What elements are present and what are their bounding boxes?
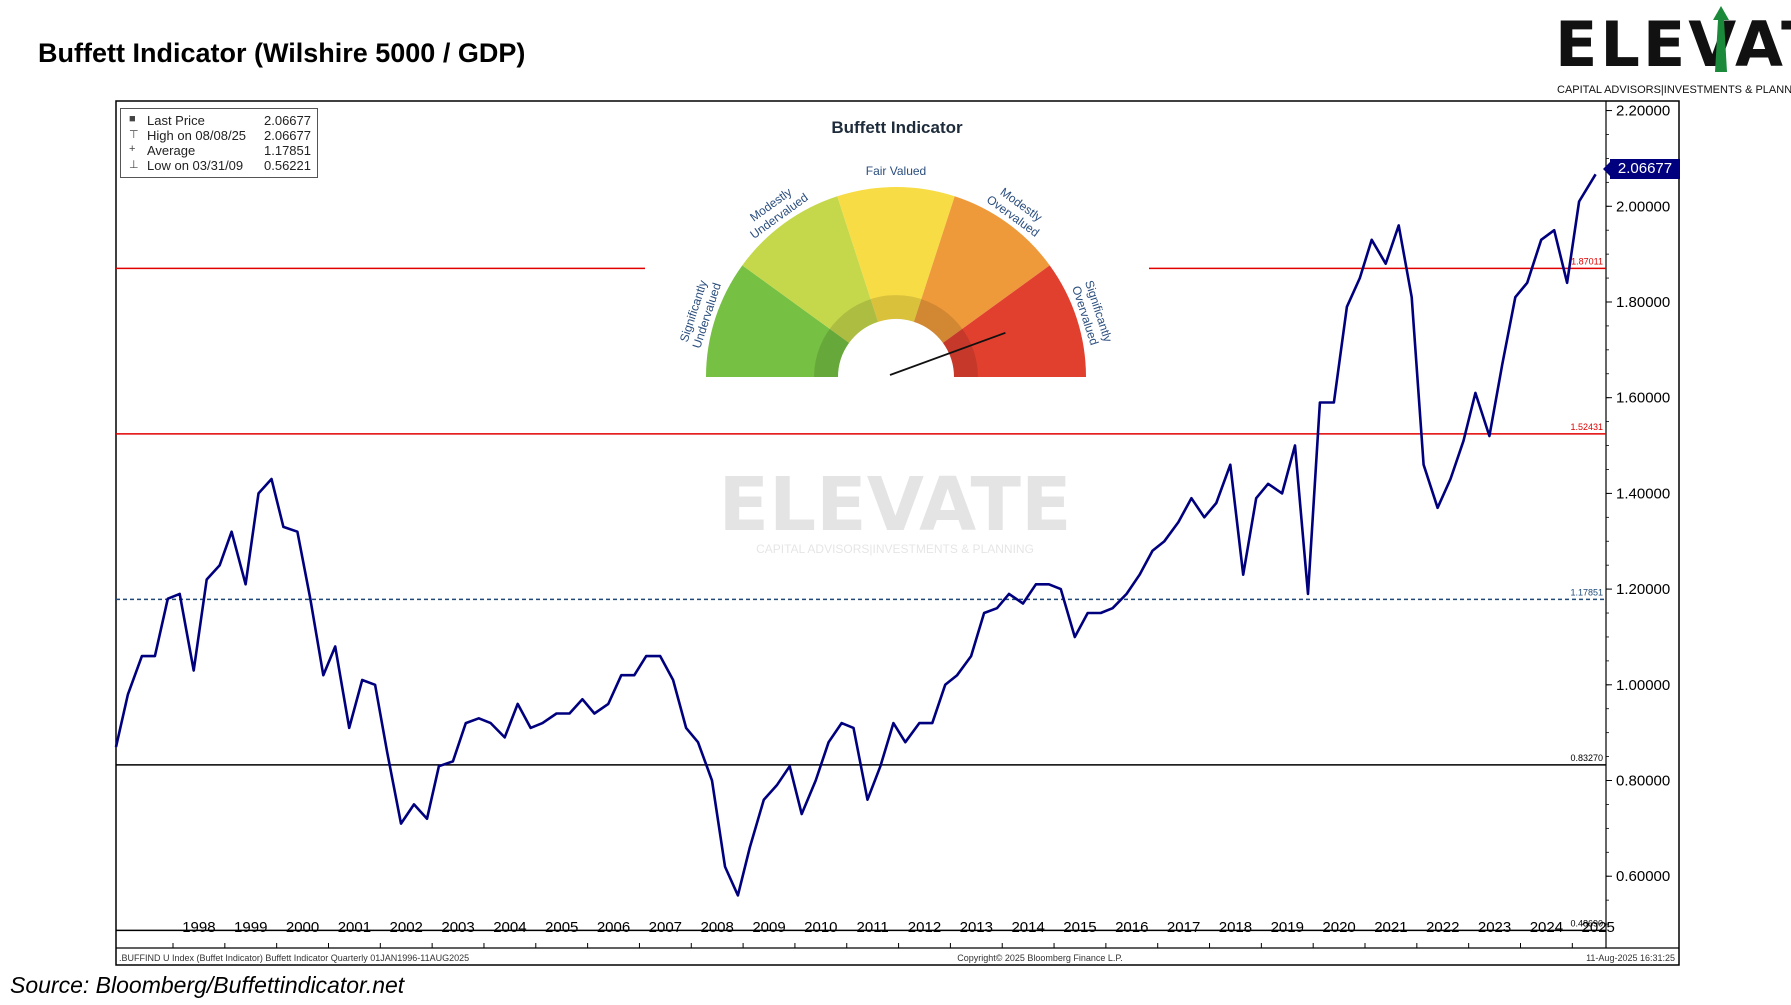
x-tick-label: 1998 xyxy=(182,919,215,936)
gauge-needle xyxy=(889,331,1006,376)
x-tick-label: 2004 xyxy=(493,919,526,936)
x-axis: 1998 1999 2000 2001 2002 2003 2004 2005 2006 2007… xyxy=(172,919,1615,948)
watermark-tagline: CAPITAL ADVISORS|INVESTMENTS & PLANNING xyxy=(756,542,1034,556)
x-tick-label: 2025 xyxy=(1582,919,1615,936)
plot-frame xyxy=(115,100,1680,966)
y-tick-label: 2.20000 xyxy=(1616,103,1670,120)
x-tick-label: 2009 xyxy=(752,919,785,936)
x-tick-label: 2008 xyxy=(700,919,733,936)
last-price-tag: 2.06677 xyxy=(1603,159,1680,179)
footer-center: Copyright© 2025 Bloomberg Finance L.P. xyxy=(957,953,1123,963)
y-tick-label: 0.60000 xyxy=(1616,868,1670,885)
watermark-word: ELEVATE xyxy=(718,462,1071,548)
y-tick-label: 1.40000 xyxy=(1616,485,1670,502)
legend-value: 0.56221 xyxy=(264,158,311,173)
y-tick-label: 0.80000 xyxy=(1616,773,1670,790)
legend-square-icon: ■ xyxy=(129,113,136,125)
x-tick-label: 2012 xyxy=(908,919,941,936)
x-tick-label: 2013 xyxy=(960,919,993,936)
series-layer xyxy=(114,173,1597,897)
x-tick-label: 2021 xyxy=(1374,919,1407,936)
gauge-segment xyxy=(706,265,850,377)
x-tick-label: 2018 xyxy=(1219,919,1252,936)
legend-value: 2.06677 xyxy=(264,128,311,143)
x-tick-label: 2020 xyxy=(1322,919,1355,936)
footer-right: 11-Aug-2025 16:31:25 xyxy=(1586,953,1675,963)
x-tick-label: 2007 xyxy=(649,919,682,936)
reference-line-label: 0.83270 xyxy=(1570,753,1603,763)
watermark: ELEVATE CAPITAL ADVISORS|INVESTMENTS & P… xyxy=(718,462,1071,556)
legend-row-last-price: ■ Last Price 2.06677 xyxy=(121,113,317,128)
x-tick-label: 2016 xyxy=(1115,919,1148,936)
legend-label: Average xyxy=(147,143,196,158)
y-tick-label: 1.60000 xyxy=(1616,390,1670,407)
x-tick-label: 2023 xyxy=(1478,919,1511,936)
x-tick-label: 2014 xyxy=(1011,919,1044,936)
legend-value: 2.06677 xyxy=(264,113,311,128)
reference-line-label: 1.87011 xyxy=(1571,256,1603,266)
legend-row-high: ⊤ High on 08/08/25 2.06677 xyxy=(121,128,317,143)
y-tick-label: 2.00000 xyxy=(1616,198,1670,215)
x-tick-label: 2019 xyxy=(1271,919,1304,936)
source-note: Source: Bloomberg/Buffettindicator.net xyxy=(10,972,405,998)
x-tick-label: 2015 xyxy=(1063,919,1096,936)
x-tick-label: 2002 xyxy=(390,919,423,936)
reference-line-label: 0.48690 xyxy=(1570,918,1603,928)
gauge-inner-ring xyxy=(814,295,978,377)
legend-label: Low on 03/31/09 xyxy=(147,158,244,173)
gauge-title: Buffett Indicator xyxy=(831,118,963,137)
y-tick-label: 1.80000 xyxy=(1616,294,1670,311)
reference-line-label: 1.17851 xyxy=(1570,587,1603,597)
page-title: Buffett Indicator (Wilshire 5000 / GDP) xyxy=(38,38,526,68)
y-tick-label: 1.20000 xyxy=(1616,581,1670,598)
y-tick-label: 1.00000 xyxy=(1616,677,1670,694)
legend-label: High on 08/08/25 xyxy=(147,128,247,143)
buffett-indicator-gauge: Buffett IndicatorSignificantlyUndervalue… xyxy=(645,109,1149,381)
x-tick-label: 2000 xyxy=(286,919,319,936)
reference-line-label: 1.52431 xyxy=(1570,422,1603,432)
x-tick-label: 2022 xyxy=(1426,919,1459,936)
legend-average-icon: + xyxy=(129,143,136,155)
x-tick-label: 2005 xyxy=(545,919,578,936)
x-tick-label: 1999 xyxy=(234,919,267,936)
elevate-logo: ELEVATE CAPITAL ADVISORS|INVESTMENTS & P… xyxy=(1555,6,1791,102)
x-tick-label: 2006 xyxy=(597,919,630,936)
x-tick-label: 2011 xyxy=(857,919,889,936)
legend-label: Last Price xyxy=(147,113,205,128)
x-tick-label: 2010 xyxy=(804,919,837,936)
x-tick-label: 2024 xyxy=(1530,919,1563,936)
legend-high-icon: ⊤ xyxy=(129,129,139,141)
legend-low-icon: ⊥ xyxy=(129,159,139,171)
legend-row-average: + Average 1.17851 xyxy=(121,143,317,158)
x-tick-label: 2001 xyxy=(338,919,371,936)
x-tick-label: 2003 xyxy=(441,919,474,936)
y-axis: 2.20000 2.00000 1.80000 1.60000 1.40000 1.200… xyxy=(1606,103,1670,925)
legend-row-low: ⊥ Low on 03/31/09 0.56221 xyxy=(121,158,317,173)
gauge-segment xyxy=(742,196,879,343)
logo-arrow-icon xyxy=(1713,6,1729,72)
gauge-segment xyxy=(913,196,1050,343)
logo-tagline: CAPITAL ADVISORS|INVESTMENTS & PLANNING xyxy=(1557,84,1791,96)
logo-wordmark: ELEVATE xyxy=(1555,8,1791,81)
x-tick-label: 2017 xyxy=(1167,919,1200,936)
legend-value: 1.17851 xyxy=(264,143,311,158)
gauge-segment xyxy=(942,265,1086,377)
gauge-segment-label: Fair Valued xyxy=(866,164,926,178)
gauge-segment xyxy=(837,186,955,322)
legend-box: ■ Last Price 2.06677 ⊤ High on 08/08/25 … xyxy=(120,108,318,178)
footer-left: .BUFFIND U Index (Buffet Indicator) Buff… xyxy=(119,953,469,963)
